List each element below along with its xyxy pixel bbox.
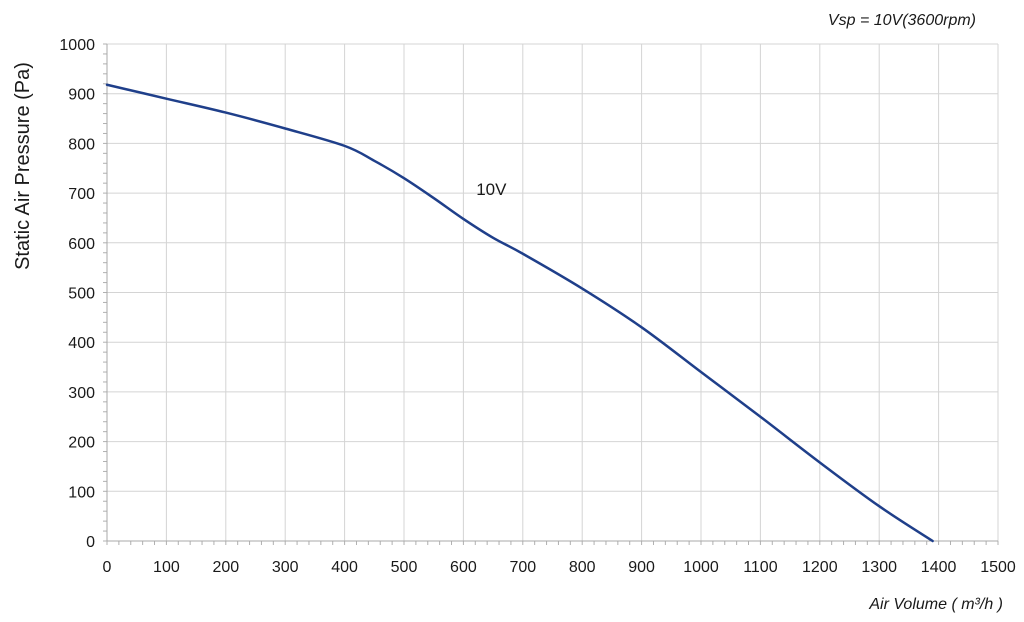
x-tick-label-14: 1400 — [921, 559, 957, 576]
x-tick-label-12: 1200 — [802, 559, 838, 576]
x-tick-label-7: 700 — [509, 559, 536, 576]
y-tick-label-2: 200 — [68, 435, 95, 452]
minor-ticks — [103, 43, 999, 545]
x-tick-label-10: 1000 — [683, 559, 719, 576]
y-tick-label-5: 500 — [68, 286, 95, 303]
series-line-0 — [105, 83, 934, 543]
y-tick-label-7: 700 — [68, 186, 95, 203]
x-tick-label-8: 800 — [569, 559, 596, 576]
y-tick-label-4: 400 — [68, 335, 95, 352]
x-tick-label-13: 1300 — [861, 559, 897, 576]
x-tick-label-3: 300 — [272, 559, 299, 576]
y-tick-label-3: 300 — [68, 385, 95, 402]
y-tick-label-10: 1000 — [59, 37, 95, 54]
x-tick-label-11: 1100 — [743, 559, 778, 576]
y-axis-title: Static Air Pressure (Pa) — [12, 62, 34, 270]
y-tick-labels: 0 100 200 300 400 500 600 700 800 900 1000 — [59, 37, 95, 551]
x-tick-labels: 0 100 200 300 400 500 600 700 800 900 1000 1100 1200… — [103, 559, 1016, 576]
series-annotation-0: 10V — [476, 180, 507, 199]
grid — [106, 43, 999, 542]
y-tick-label-1: 100 — [68, 484, 95, 501]
plot-frame — [106, 44, 998, 542]
y-tick-label-0: 0 — [86, 534, 95, 551]
x-tick-label-9: 900 — [628, 559, 655, 576]
series-group — [105, 83, 934, 543]
y-tick-label-6: 600 — [68, 236, 95, 253]
x-tick-label-2: 200 — [212, 559, 239, 576]
x-axis-title: Air Volume ( m³/h ) — [868, 596, 1003, 613]
x-tick-label-15: 1500 — [980, 559, 1016, 576]
x-tick-label-0: 0 — [103, 559, 112, 576]
x-tick-label-1: 100 — [153, 559, 180, 576]
y-tick-label-8: 800 — [68, 136, 95, 153]
x-tick-label-5: 500 — [391, 559, 418, 576]
x-tick-label-6: 600 — [450, 559, 477, 576]
chart-title: Vsp = 10V(3600rpm) — [828, 12, 976, 29]
y-tick-label-9: 900 — [68, 87, 95, 104]
x-tick-label-4: 400 — [331, 559, 358, 576]
annotations: 10V — [476, 180, 507, 199]
